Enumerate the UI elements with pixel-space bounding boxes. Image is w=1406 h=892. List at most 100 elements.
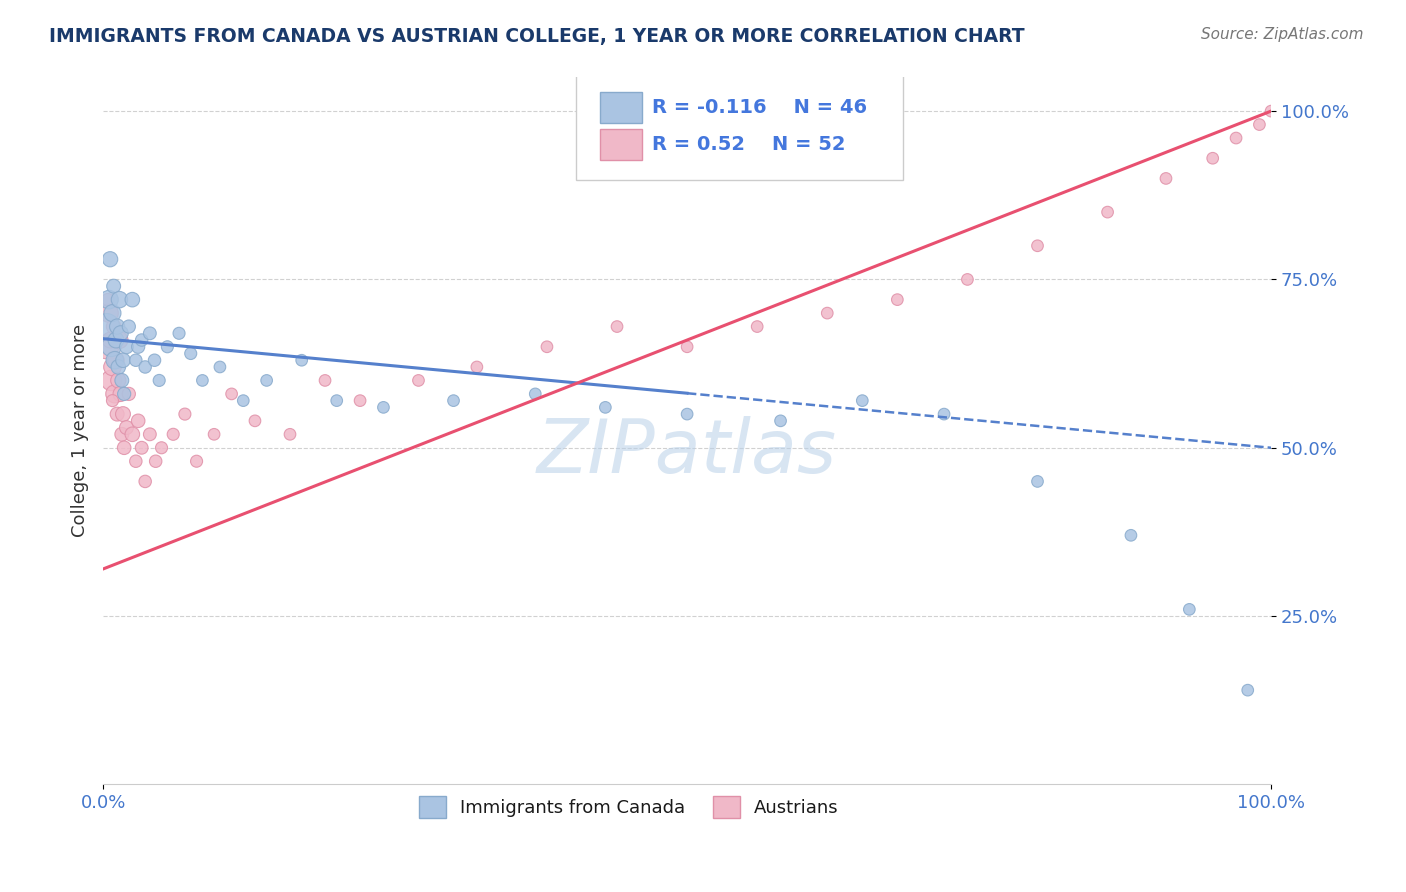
Point [100,373,122,387]
Point [127,414,149,428]
Point [291,353,314,368]
Point [125,454,148,468]
Point [121,293,143,307]
Point [105,319,128,334]
Point [851,393,873,408]
Point [101,393,124,408]
Point [104,353,127,368]
Text: R = 0.52    N = 52: R = 0.52 N = 52 [652,135,845,154]
Point [127,340,149,354]
FancyBboxPatch shape [599,129,641,161]
Text: IMMIGRANTS FROM CANADA VS AUSTRIAN COLLEGE, 1 YEAR OR MORE CORRELATION CHART: IMMIGRANTS FROM CANADA VS AUSTRIAN COLLE… [49,27,1025,45]
Text: Source: ZipAtlas.com: Source: ZipAtlas.com [1201,27,1364,42]
Point [118,387,141,401]
FancyBboxPatch shape [576,74,903,180]
Point [524,387,547,401]
Point [125,353,148,368]
Point [180,346,202,360]
Point [101,306,124,320]
Point [107,373,129,387]
Point [108,333,131,347]
Point [139,427,162,442]
Point [932,407,955,421]
Point [115,420,138,434]
Point [104,387,127,401]
Point [131,333,153,347]
Point [243,414,266,428]
Text: R = -0.116    N = 46: R = -0.116 N = 46 [652,98,868,118]
Point [208,359,231,374]
Point [221,387,243,401]
Point [1097,205,1119,219]
Point [314,373,336,387]
Point [191,373,214,387]
Point [886,293,908,307]
Point [110,387,132,401]
Point [676,340,699,354]
Point [148,373,170,387]
Point [173,407,195,421]
Legend: Immigrants from Canada, Austrians: Immigrants from Canada, Austrians [412,789,846,825]
Point [112,441,135,455]
Point [1154,171,1177,186]
Point [143,353,166,368]
Point [232,393,254,408]
Point [111,407,134,421]
Point [111,373,134,387]
Point [595,401,617,415]
Point [1249,118,1271,132]
Point [1202,151,1225,165]
Point [1119,528,1142,542]
Point [256,373,278,387]
Point [606,319,628,334]
Point [1236,683,1258,698]
Point [105,407,128,421]
Point [186,454,208,468]
Point [278,427,301,442]
Text: ZIPatlas: ZIPatlas [537,417,837,488]
Point [1178,602,1201,616]
Point [150,441,173,455]
Point [118,319,141,334]
Point [98,252,121,267]
Point [98,306,121,320]
Point [134,359,156,374]
Point [108,293,131,307]
Point [104,333,127,347]
Point [1260,104,1282,119]
Point [96,340,118,354]
Point [98,333,121,347]
Point [100,340,122,354]
Point [104,353,127,368]
Point [408,373,430,387]
Point [325,393,347,408]
Point [111,353,134,368]
FancyBboxPatch shape [599,92,641,123]
Point [956,272,979,286]
Point [145,454,167,468]
Point [443,393,465,408]
Point [465,359,488,374]
Point [131,441,153,455]
Point [139,326,162,341]
Point [349,393,371,408]
Point [1026,239,1049,253]
Point [115,340,138,354]
Point [103,319,125,334]
Point [121,427,143,442]
Point [202,427,225,442]
Point [373,401,395,415]
Point [98,293,121,307]
Point [112,387,135,401]
Point [134,475,156,489]
Point [96,319,118,334]
Point [107,359,129,374]
Point [110,326,132,341]
Point [1026,475,1049,489]
Point [111,427,134,442]
Point [747,319,769,334]
Point [815,306,838,320]
Point [97,293,120,307]
Point [676,407,699,421]
Point [167,326,190,341]
